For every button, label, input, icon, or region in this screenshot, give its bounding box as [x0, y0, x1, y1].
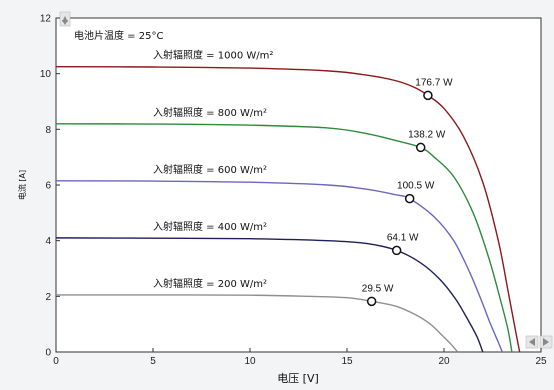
x-tick-label: 10: [244, 356, 256, 367]
mpp-power-label: 100.5 W: [397, 181, 435, 192]
y-tick-label: 2: [45, 292, 51, 303]
mpp-marker: [404, 193, 415, 204]
curve-label: 入射辐照度 = 200 W/m²: [153, 277, 267, 290]
x-tick-label: 20: [438, 356, 450, 367]
x-tick-label: 15: [341, 356, 353, 367]
curve-label: 入射辐照度 = 1000 W/m²: [153, 49, 273, 62]
axis-ticks: 0 5 10 15 20 25 0 2 4 6 8 10 12: [40, 14, 547, 368]
y-tick-label: 8: [45, 125, 51, 136]
x-tick-label: 0: [53, 356, 59, 367]
chart-title: 电池片温度 = 25°C: [74, 29, 163, 42]
mpp-power-label: 64.1 W: [387, 232, 419, 243]
iv-curve-series-2: [55, 180, 503, 353]
curve-labels: 入射辐照度 = 1000 W/m² 入射辐照度 = 800 W/m² 入射辐照度 =…: [153, 49, 273, 290]
mpp-power-label: 176.7 W: [415, 77, 453, 88]
iv-curve-series-4: [55, 294, 459, 353]
mpp-power-label: 29.5 W: [362, 283, 394, 294]
y-tick-label: 4: [45, 236, 51, 247]
y-tick-label: 10: [40, 69, 52, 80]
y-tick-label: 12: [40, 14, 52, 25]
mpp-power-label: 138.2 W: [408, 129, 446, 140]
y-axis-label: 电流 [A]: [17, 170, 27, 200]
iv-curve-series-3: [55, 237, 484, 353]
x-axis-label: 电压 [V]: [277, 372, 319, 385]
y-tick-label: 6: [45, 181, 51, 192]
curve-label: 入射辐照度 = 600 W/m²: [153, 163, 267, 176]
y-tick-label: 0: [45, 348, 51, 359]
mpp-marker: [423, 90, 433, 101]
mpp-marker: [391, 245, 402, 256]
mpp-markers: 176.7 W 138.2 W 100.5 W 64.1 W 29.5 W: [362, 77, 453, 307]
scroll-down-button[interactable]: [60, 14, 70, 26]
scroll-right-button[interactable]: [539, 335, 553, 349]
mpp-marker: [366, 296, 377, 307]
mpp-marker: [415, 142, 426, 153]
curve-label: 入射辐照度 = 800 W/m²: [153, 106, 267, 119]
scroll-left-button[interactable]: [525, 335, 539, 349]
x-tick-label: 5: [150, 356, 156, 367]
x-tick-label: 25: [535, 356, 547, 367]
plot-area: [55, 17, 542, 353]
curve-label: 入射辐照度 = 400 W/m²: [153, 220, 267, 233]
